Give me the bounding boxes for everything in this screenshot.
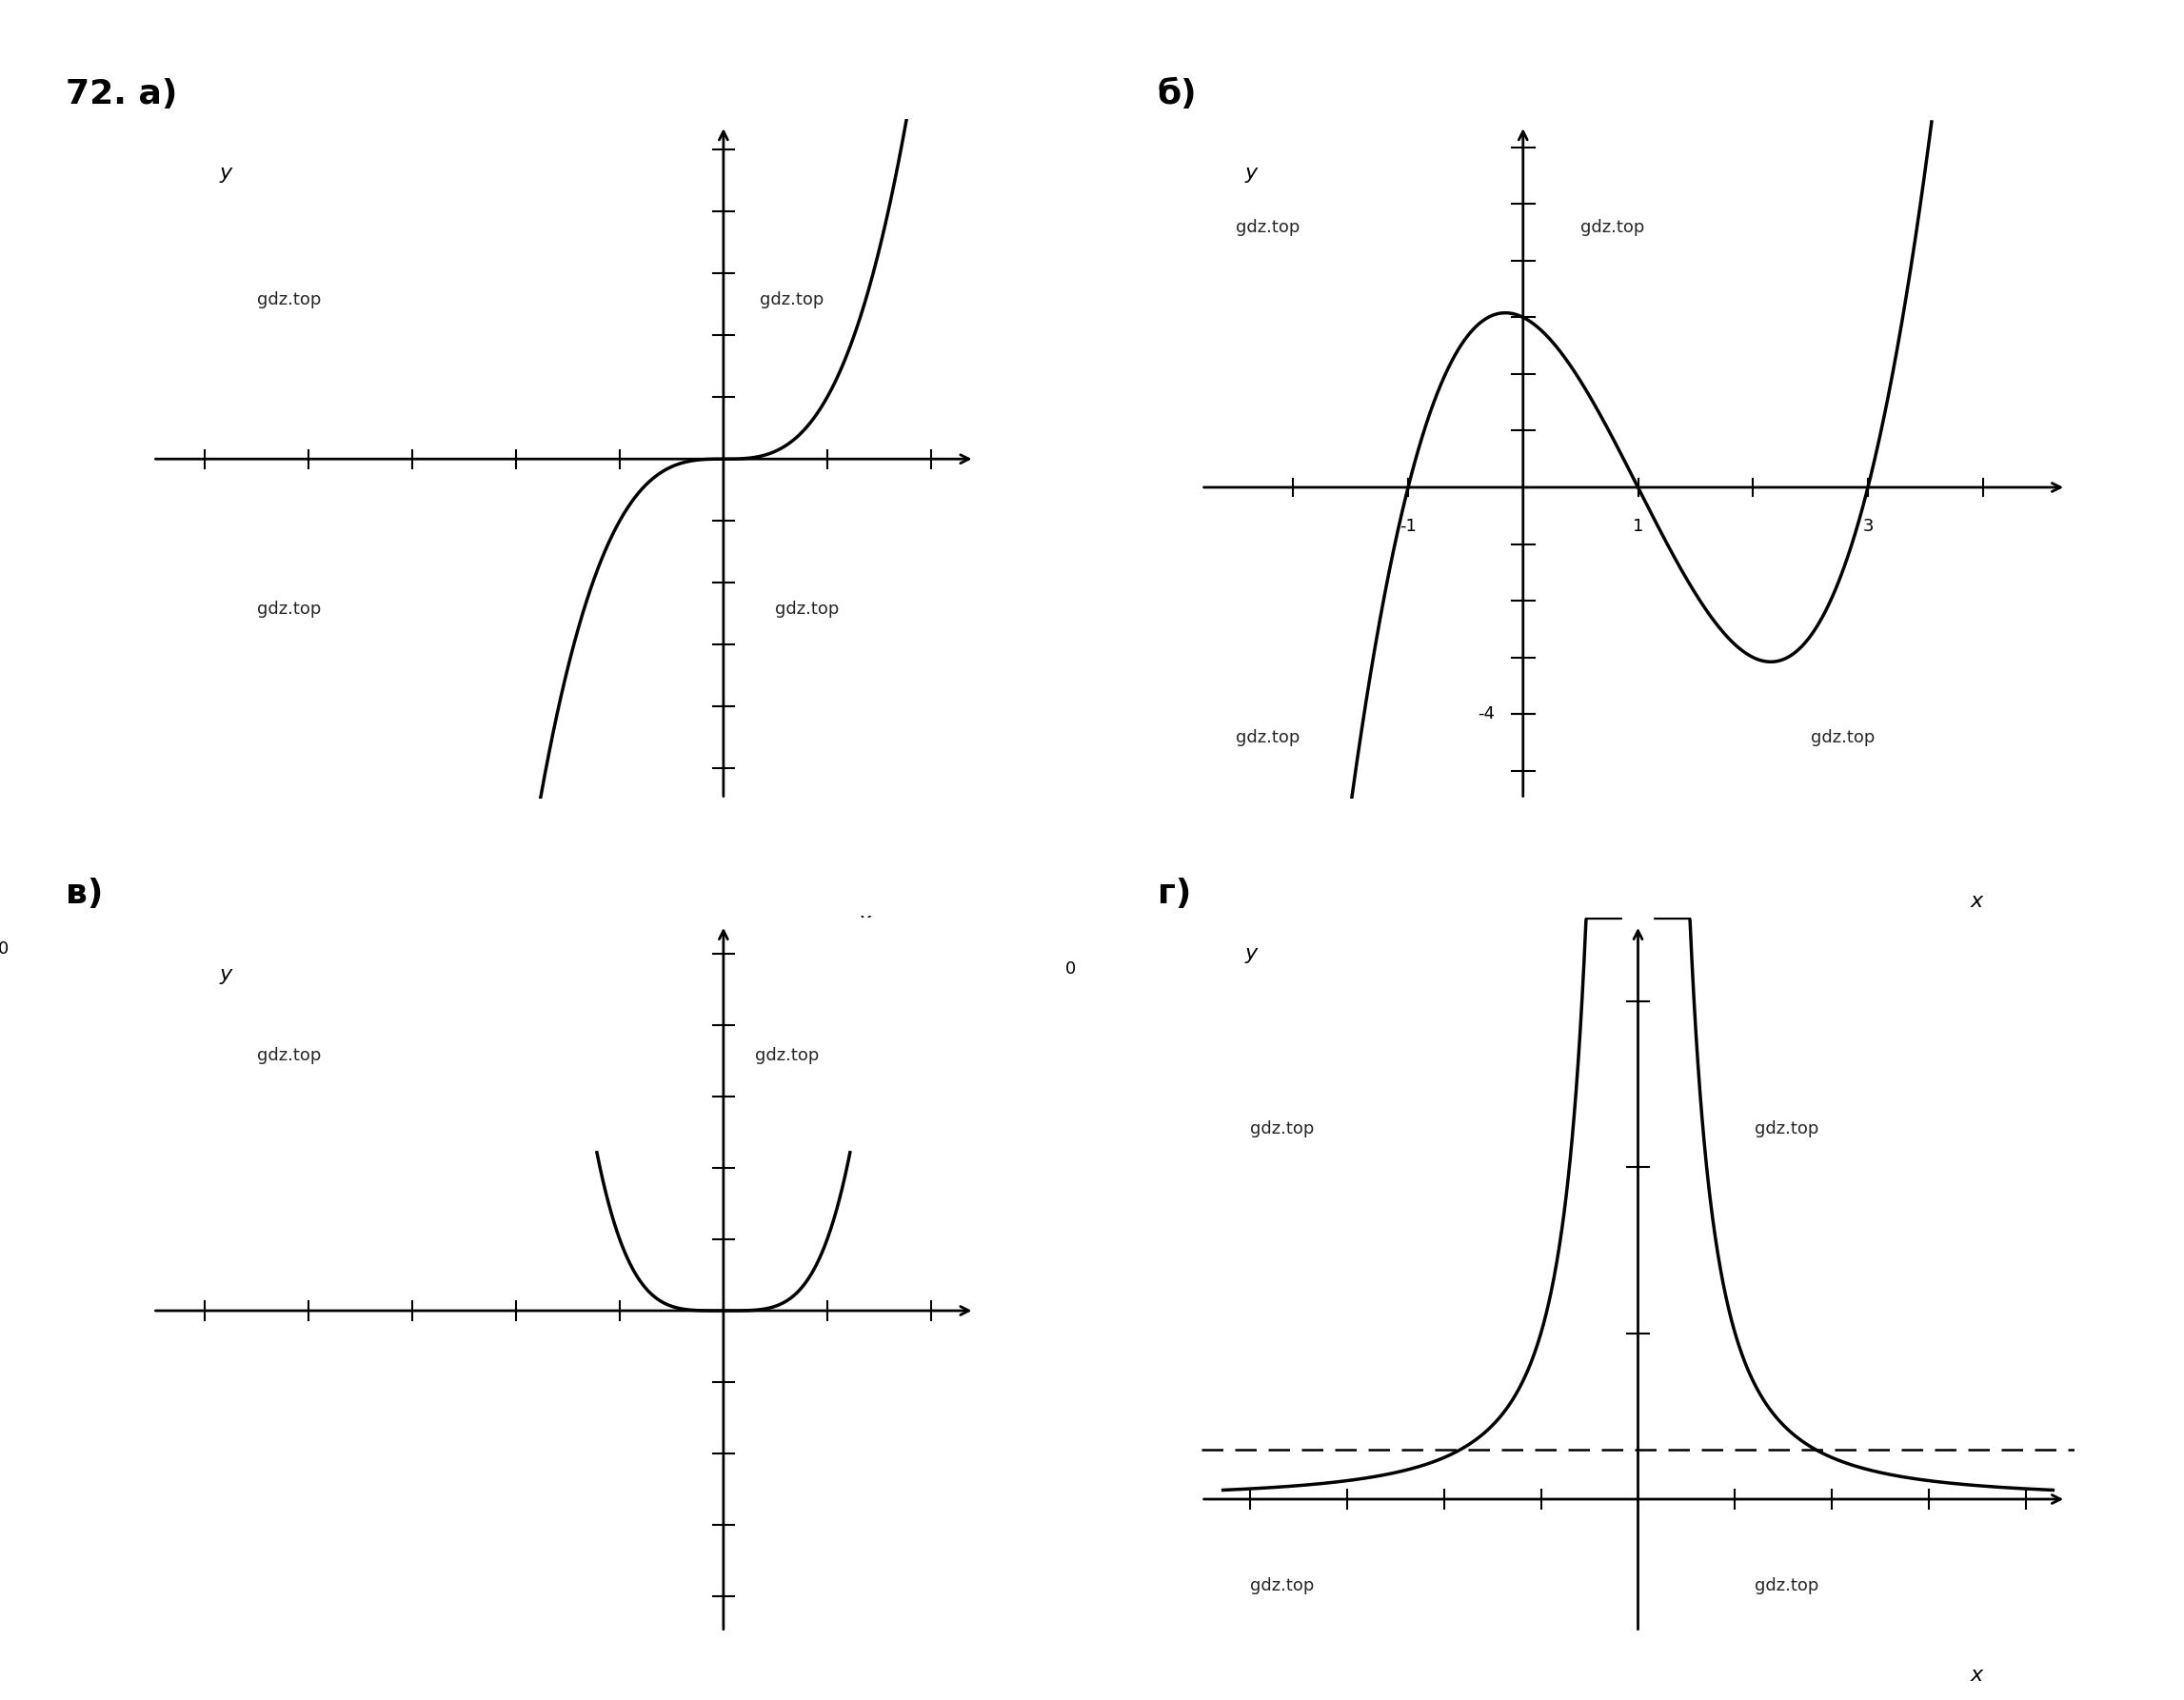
Text: г): г) [1158, 877, 1190, 910]
Text: gdz.top: gdz.top [1236, 219, 1299, 236]
Text: gdz.top: gdz.top [1236, 729, 1299, 746]
Text: gdz.top: gdz.top [1754, 1120, 1819, 1137]
Text: gdz.top: gdz.top [1811, 729, 1874, 746]
Text: gdz.top: gdz.top [258, 600, 321, 617]
Text: x: x [858, 911, 871, 932]
Text: gdz.top: gdz.top [258, 291, 321, 308]
Text: 1: 1 [1634, 518, 1642, 536]
Text: 3: 3 [1863, 518, 1874, 536]
Text: gdz.top: gdz.top [1581, 219, 1645, 236]
Text: в): в) [66, 877, 103, 910]
Text: 72. а): 72. а) [66, 78, 177, 110]
Text: gdz.top: gdz.top [258, 1047, 321, 1064]
Text: y: y [1245, 163, 1258, 184]
Text: gdz.top: gdz.top [1754, 1578, 1819, 1595]
Text: y: y [218, 163, 232, 184]
Text: gdz.top: gdz.top [760, 291, 823, 308]
Text: gdz.top: gdz.top [1249, 1120, 1315, 1137]
Text: y: y [1245, 944, 1258, 964]
Text: y: y [218, 966, 232, 984]
Text: gdz.top: gdz.top [1249, 1578, 1315, 1595]
Text: x: x [1970, 891, 1983, 911]
Text: -4: -4 [1479, 706, 1494, 722]
Text: gdz.top: gdz.top [756, 1047, 819, 1064]
Text: 0: 0 [0, 940, 9, 957]
Text: -1: -1 [1400, 518, 1417, 536]
Text: 0: 0 [1066, 960, 1075, 978]
Text: б): б) [1158, 78, 1197, 110]
Text: gdz.top: gdz.top [775, 600, 839, 617]
Text: x: x [1970, 1666, 1983, 1685]
